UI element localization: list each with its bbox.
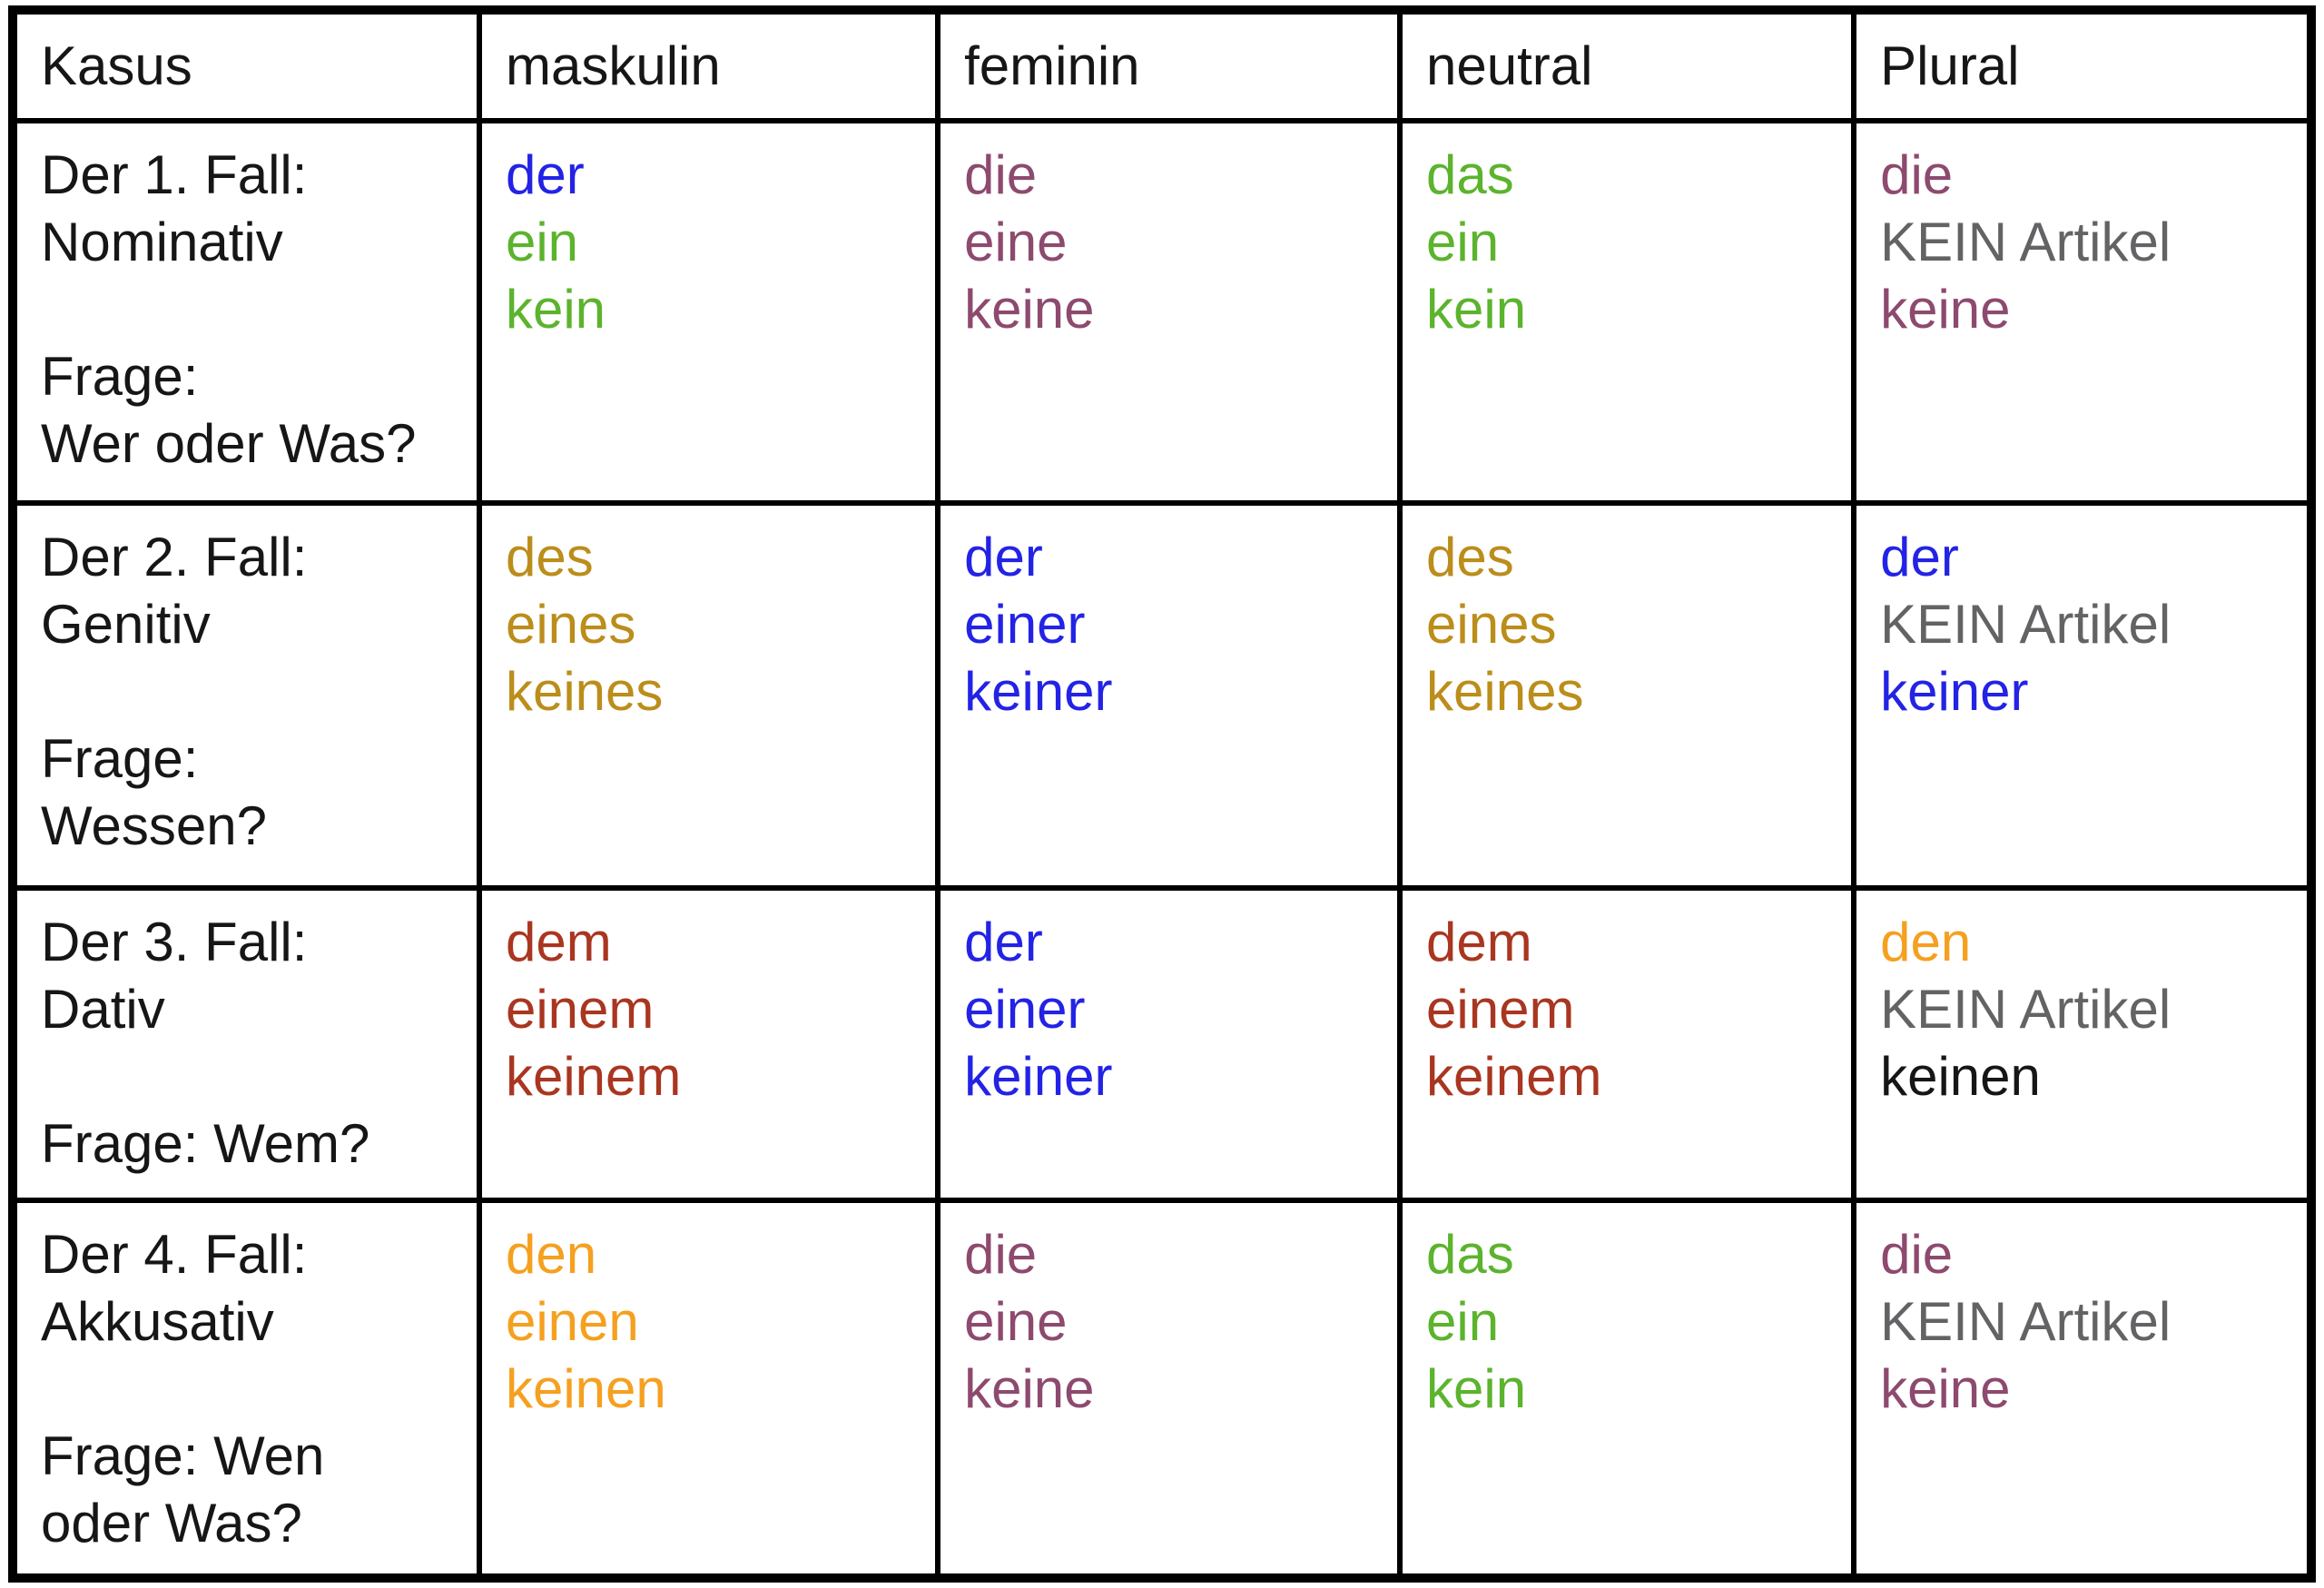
- case-cell-dativ: Der 3. Fall: Dativ Frage: Wem?: [10, 885, 482, 1203]
- article-word: ein: [1426, 212, 1500, 272]
- cell-genitiv-neutral: des eines keines: [1397, 500, 1857, 891]
- case-cell-genitiv: Der 2. Fall: Genitiv Frage: Wessen?: [10, 500, 482, 891]
- case-line: Frage: Wem?: [41, 1113, 370, 1174]
- article-word: der: [505, 144, 585, 205]
- article-word: eines: [1426, 594, 1557, 655]
- cell-dativ-neutral: dem einem keinem: [1397, 885, 1857, 1203]
- article-word: ein: [505, 212, 579, 272]
- article-word: keine: [1880, 1358, 2011, 1419]
- article-word: keinen: [505, 1358, 666, 1419]
- cell-nominativ-feminin: die eine keine: [935, 118, 1403, 506]
- case-line: Frage: Wen: [41, 1425, 325, 1486]
- cell-genitiv-feminin: der einer keiner: [935, 500, 1403, 891]
- article-word: die: [964, 1224, 1038, 1285]
- cell-akkusativ-plural: die KEIN Artikel keine: [1851, 1198, 2314, 1581]
- case-line: Akkusativ: [41, 1291, 274, 1352]
- article-word: eine: [964, 212, 1068, 272]
- case-line: Wer oder Was?: [41, 413, 417, 474]
- article-word: die: [1880, 1224, 1954, 1285]
- table-row-dativ: Der 3. Fall: Dativ Frage: Wem? dem einem kei…: [10, 885, 2314, 1203]
- article-word: einen: [505, 1291, 639, 1352]
- article-word: keine: [1880, 279, 2011, 340]
- cell-nominativ-neutral: das ein kein: [1397, 118, 1857, 506]
- case-line: oder Was?: [41, 1493, 302, 1553]
- article-word: keiner: [964, 661, 1113, 722]
- article-word: KEIN Artikel: [1880, 212, 2171, 272]
- article-word: einer: [964, 979, 1086, 1040]
- header-cell-neutral: neutral: [1397, 7, 1857, 123]
- cell-dativ-feminin: der einer keiner: [935, 885, 1403, 1203]
- table-row-akkusativ: Der 4. Fall: Akkusativ Frage: Wen oder Was…: [10, 1198, 2314, 1581]
- cell-genitiv-plural: der KEIN Artikel keiner: [1851, 500, 2314, 891]
- case-line: Genitiv: [41, 594, 211, 655]
- cell-dativ-maskulin: dem einem keinem: [476, 885, 941, 1203]
- cell-akkusativ-neutral: das ein kein: [1397, 1198, 1857, 1581]
- article-word: der: [964, 527, 1043, 587]
- article-word: kein: [505, 279, 606, 340]
- case-line: Der 4. Fall:: [41, 1224, 308, 1285]
- cell-dativ-plural: den KEIN Artikel keinen: [1851, 885, 2314, 1203]
- article-word: keiner: [1880, 661, 2029, 722]
- case-cell-akkusativ: Der 4. Fall: Akkusativ Frage: Wen oder Was…: [10, 1198, 482, 1581]
- case-line: Wessen?: [41, 795, 268, 856]
- article-word: des: [1426, 527, 1514, 587]
- article-word: KEIN Artikel: [1880, 594, 2171, 655]
- header-cell-kasus: Kasus: [10, 7, 482, 123]
- article-word: der: [1880, 527, 1959, 587]
- article-word: keine: [964, 1358, 1095, 1419]
- article-word: eines: [505, 594, 636, 655]
- cell-nominativ-maskulin: der ein kein: [476, 118, 941, 506]
- article-word: keines: [1426, 661, 1584, 722]
- article-word: KEIN Artikel: [1880, 979, 2171, 1040]
- article-word: die: [1880, 144, 1954, 205]
- article-word: dem: [1426, 912, 1532, 972]
- case-line: Der 3. Fall:: [41, 912, 308, 972]
- article-word: keiner: [964, 1046, 1113, 1107]
- article-word: der: [964, 912, 1043, 972]
- article-word: das: [1426, 1224, 1514, 1285]
- article-word: den: [505, 1224, 597, 1285]
- article-word: keinen: [1880, 1046, 2041, 1107]
- table-row-nominativ: Der 1. Fall: Nominativ Frage: Wer oder Was…: [10, 118, 2314, 506]
- case-line: Frage:: [41, 728, 199, 789]
- header-cell-maskulin: maskulin: [476, 7, 941, 123]
- header-cell-plural: Plural: [1851, 7, 2314, 123]
- article-word: ein: [1426, 1291, 1500, 1352]
- case-line: Frage:: [41, 346, 199, 407]
- kasus-table: Kasus maskulin feminin neutral Plural Der 1.…: [8, 5, 2316, 1583]
- article-word: eine: [964, 1291, 1068, 1352]
- article-word: einem: [505, 979, 655, 1040]
- article-word: keines: [505, 661, 664, 722]
- article-word: kein: [1426, 279, 1527, 340]
- header-row: Kasus maskulin feminin neutral Plural: [10, 7, 2314, 123]
- article-word: keinem: [1426, 1046, 1602, 1107]
- cell-akkusativ-feminin: die eine keine: [935, 1198, 1403, 1581]
- article-word: den: [1880, 912, 1972, 972]
- article-word: keinem: [505, 1046, 682, 1107]
- article-word: das: [1426, 144, 1514, 205]
- case-line: Der 1. Fall:: [41, 144, 308, 205]
- article-word: dem: [505, 912, 612, 972]
- case-line: Dativ: [41, 979, 165, 1040]
- cell-genitiv-maskulin: des eines keines: [476, 500, 941, 891]
- article-word: keine: [964, 279, 1095, 340]
- header-cell-feminin: feminin: [935, 7, 1403, 123]
- article-word: des: [505, 527, 594, 587]
- table-row-genitiv: Der 2. Fall: Genitiv Frage: Wessen? des eine…: [10, 500, 2314, 891]
- case-line: Nominativ: [41, 212, 283, 272]
- table-body: Der 1. Fall: Nominativ Frage: Wer oder Was…: [10, 118, 2314, 1581]
- case-line: Der 2. Fall:: [41, 527, 308, 587]
- cell-akkusativ-maskulin: den einen keinen: [476, 1198, 941, 1581]
- cell-nominativ-plural: die KEIN Artikel keine: [1851, 118, 2314, 506]
- article-word: kein: [1426, 1358, 1527, 1419]
- article-word: einer: [964, 594, 1086, 655]
- article-word: KEIN Artikel: [1880, 1291, 2171, 1352]
- case-cell-nominativ: Der 1. Fall: Nominativ Frage: Wer oder Was…: [10, 118, 482, 506]
- article-word: einem: [1426, 979, 1575, 1040]
- article-word: die: [964, 144, 1038, 205]
